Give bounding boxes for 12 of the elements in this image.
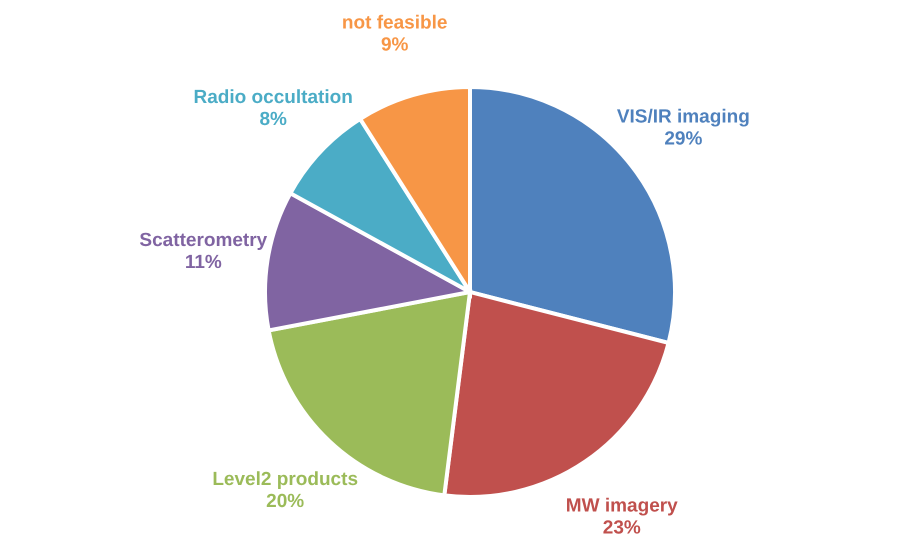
slice-label: MW imagery [566,495,678,516]
data-label: 20% [266,490,304,512]
slice-label: Radio occultation [193,87,353,108]
data-label: 23% [602,517,641,538]
data-label: 9% [380,34,409,56]
slice-label: Scatterometry [139,230,268,251]
data-label: 11% [184,252,222,273]
slice-label: not feasible [342,12,448,34]
slice-label: Level2 products [212,468,358,490]
data-label: 8% [259,109,288,130]
data-label: 29% [664,128,702,150]
slice-label: VIS/IR imaging [616,106,750,128]
